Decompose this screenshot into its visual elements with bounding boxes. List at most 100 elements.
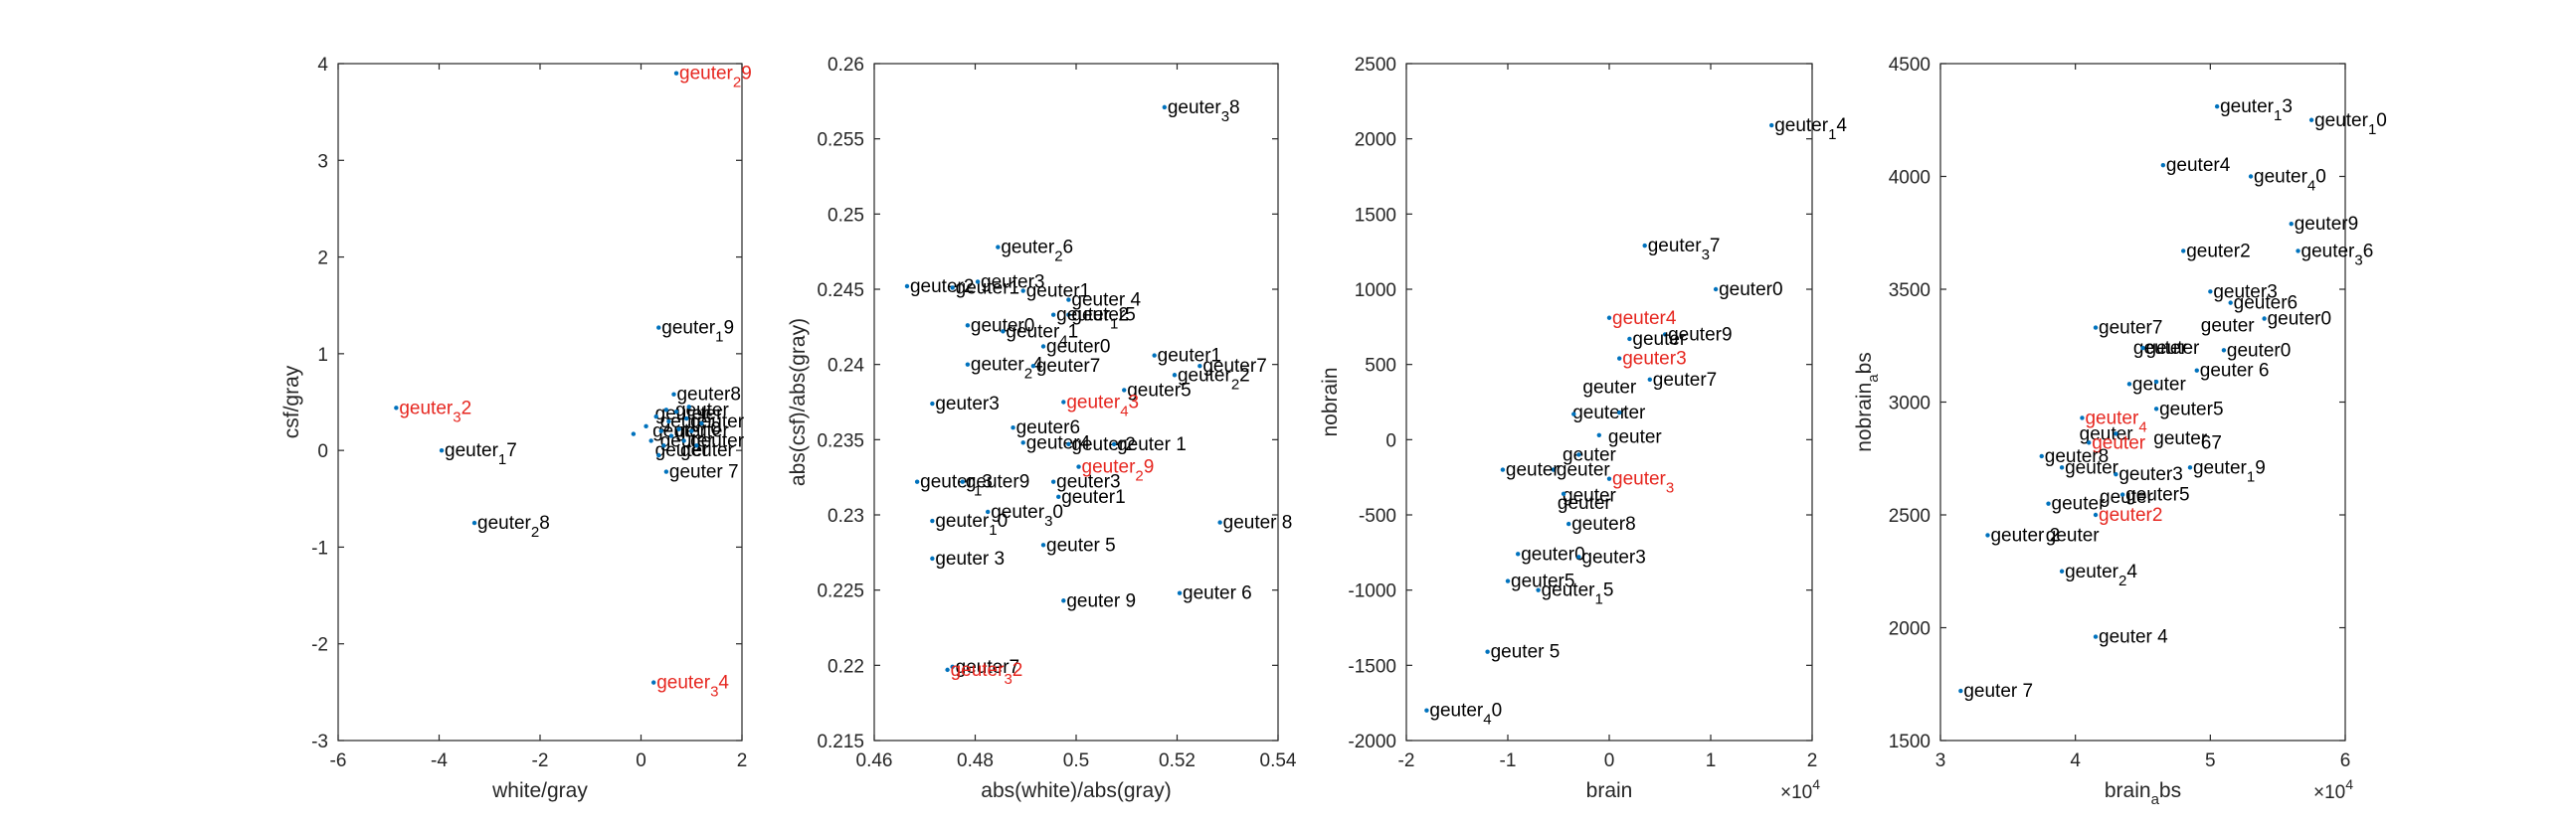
y-axis-title: nobrain xyxy=(1319,367,1342,436)
panel-2: 0.46 0.48 0.5 0.52 0.54 0.215 0.22 0.225 0.23 0.2… xyxy=(787,55,1297,802)
data-point xyxy=(1536,587,1541,592)
data-point xyxy=(2248,174,2254,179)
point-label: geuter3 xyxy=(1581,547,1645,568)
data-point xyxy=(2140,345,2145,351)
panel-1: -6 -4 -2 0 2 -3 -2 -1 0 1 2 3 4 white/gray csf/gray geu… xyxy=(280,55,752,802)
y-tick-label: 0.225 xyxy=(817,581,864,602)
point-label: geuter26 xyxy=(1001,238,1073,265)
point-label: geuter 4 xyxy=(1071,290,1141,311)
point-label: geuter 9 xyxy=(1066,590,1136,611)
data-point xyxy=(2080,415,2085,420)
point-label: geuter5 xyxy=(1511,572,1574,592)
panel-4: 3 4 5 6 1500 2000 2500 3000 3500 4000 4500 brainabs… xyxy=(1853,55,2387,808)
y-tick-label: 4500 xyxy=(1889,55,1931,76)
y-tick-label: -3 xyxy=(311,732,328,752)
data-point xyxy=(1571,412,1576,416)
data-point xyxy=(1642,243,1647,248)
point-label: geuter2 xyxy=(910,276,974,297)
data-point xyxy=(904,283,910,289)
data-point xyxy=(1111,441,1117,447)
data-point xyxy=(985,509,991,515)
point-label: geuter2 xyxy=(2186,241,2250,261)
data-point xyxy=(1662,332,1668,337)
data-point xyxy=(2181,248,2186,253)
point-label: geuter32 xyxy=(951,660,1023,688)
x-tick-label: 0 xyxy=(1604,750,1615,771)
point-label: geuter3 xyxy=(981,271,1044,292)
cluster-label: geuter xyxy=(2080,423,2134,444)
data-point xyxy=(1516,552,1521,557)
point-label: geuter19 xyxy=(2193,457,2266,485)
data-point xyxy=(2296,248,2300,253)
point-label: geuter30 xyxy=(991,502,1063,530)
data-point xyxy=(661,443,666,448)
point-label: geuter3 xyxy=(935,394,999,414)
y-axis-title: csf/gray xyxy=(280,365,303,438)
point-label: geuter3 xyxy=(1056,472,1120,493)
data-point xyxy=(1566,521,1571,527)
data-point xyxy=(644,423,648,429)
y-tick-label: 2 xyxy=(317,248,328,269)
point-label: geuter40 xyxy=(2254,167,2326,195)
data-point xyxy=(681,438,686,443)
y-tick-label: 2500 xyxy=(1355,55,1396,76)
point-label: geuter6 xyxy=(2234,293,2298,314)
y-tick-label: 1 xyxy=(317,345,328,366)
data-point xyxy=(653,414,658,419)
point-label: geuter7 xyxy=(956,657,1019,678)
point-label: geuter19 xyxy=(661,318,734,346)
point-label: geuter9 xyxy=(2295,214,2358,235)
data-point xyxy=(996,245,1001,249)
x-tick-label: 0.48 xyxy=(957,750,994,771)
x-axis-title: white/gray xyxy=(491,779,588,802)
data-point xyxy=(2228,300,2233,305)
point-label: geuter5 xyxy=(2159,399,2223,419)
data-point xyxy=(2214,103,2220,109)
point-label: geuter 7 xyxy=(669,462,739,483)
data-point xyxy=(656,325,661,330)
y-tick-label: 1500 xyxy=(1889,732,1931,752)
point-label: geuter3 xyxy=(2213,281,2277,302)
point-label: geuter xyxy=(1632,329,1687,350)
point-label: geuter0 xyxy=(1046,337,1110,358)
y-tick-label: -500 xyxy=(1359,506,1396,527)
x-tick-label: -6 xyxy=(330,750,347,771)
cluster-label: geuter xyxy=(660,412,715,432)
data-point xyxy=(1647,377,1653,382)
point-label: geuter7 xyxy=(1653,370,1717,391)
data-point xyxy=(689,428,694,433)
data-point xyxy=(1713,286,1719,292)
data-point xyxy=(1606,315,1612,320)
x-tick-label: -4 xyxy=(431,750,448,771)
cluster-label: geuter xyxy=(2153,428,2208,449)
point-label: geuter9 xyxy=(966,472,1029,493)
x-tick-label: 2 xyxy=(737,750,748,771)
cluster-label: 67 xyxy=(2201,432,2222,453)
point-label: geuter34 xyxy=(656,673,729,701)
data-point xyxy=(1576,452,1581,457)
data-point xyxy=(1217,520,1222,525)
cluster-label: geuter xyxy=(1558,493,1612,514)
y-tick-label: -2 xyxy=(311,635,328,656)
data-point xyxy=(699,420,704,426)
cluster-label: geuter xyxy=(652,421,707,442)
data-point xyxy=(2059,465,2065,470)
data-point xyxy=(2187,465,2193,470)
data-point xyxy=(1040,543,1046,548)
data-point xyxy=(2114,431,2118,436)
data-point xyxy=(1551,467,1557,472)
point-label: geuter4 xyxy=(1612,308,1677,329)
point-label: geuter13 xyxy=(920,472,993,500)
cluster-label: 0 xyxy=(710,419,721,440)
point-label: geuter24 xyxy=(971,355,1043,383)
data-point xyxy=(2119,492,2125,497)
y-tick-label: 2000 xyxy=(1355,130,1396,151)
data-point xyxy=(1485,649,1490,654)
point-label: geuter14 xyxy=(1774,115,1847,143)
x-tick-label: -2 xyxy=(1398,750,1415,771)
data-point xyxy=(2046,501,2051,506)
data-point xyxy=(671,392,676,397)
x-tick-label: 0.52 xyxy=(1159,750,1196,771)
y-tick-label: 0.25 xyxy=(828,205,864,226)
data-point xyxy=(686,405,691,410)
